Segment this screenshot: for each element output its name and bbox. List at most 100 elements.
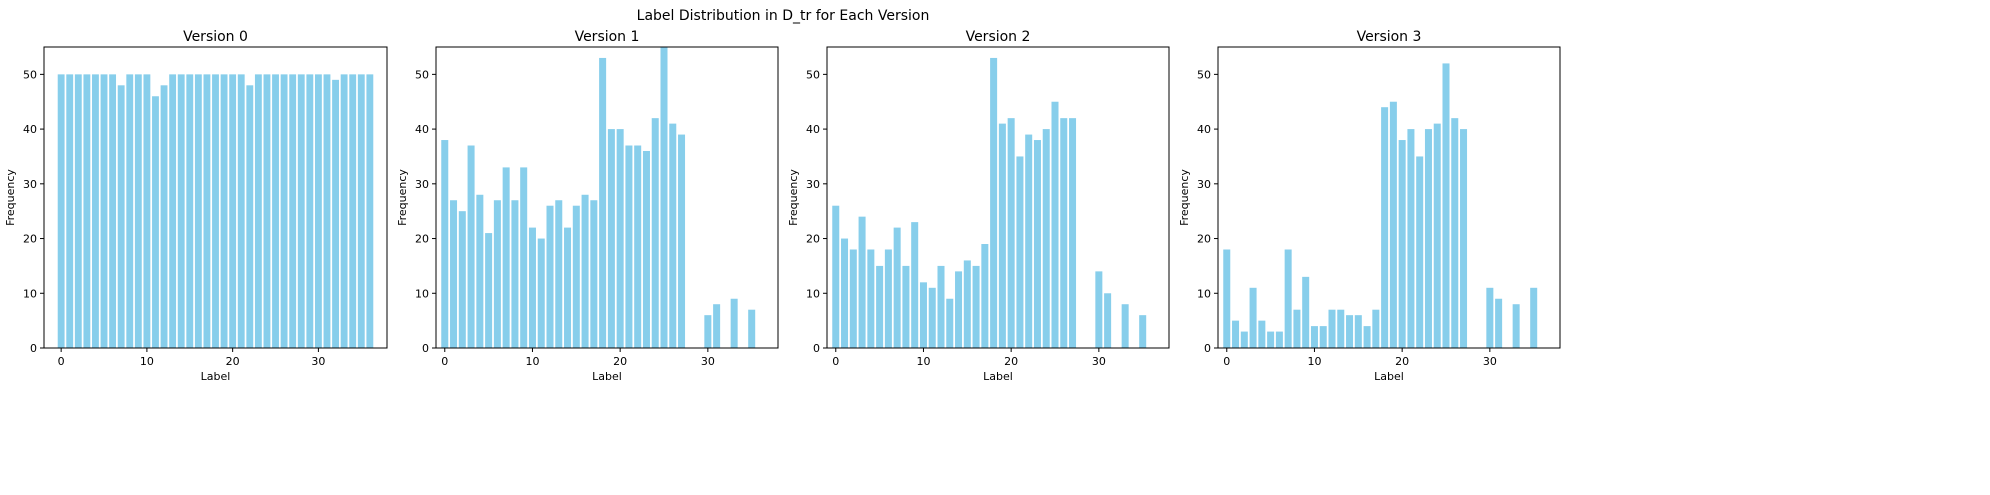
- y-tick-label: 30: [806, 178, 820, 191]
- bar: [152, 96, 159, 348]
- bar: [928, 287, 936, 348]
- bar: [937, 265, 945, 348]
- bar: [476, 194, 484, 348]
- bar: [74, 74, 82, 348]
- y-tick-label: 10: [23, 287, 37, 300]
- bar: [581, 194, 589, 348]
- bar: [841, 238, 849, 348]
- bar: [946, 298, 954, 348]
- bar: [990, 57, 998, 348]
- bar: [528, 227, 536, 348]
- bar: [263, 74, 271, 348]
- bar: [998, 123, 1006, 348]
- bar: [289, 74, 297, 348]
- bar: [220, 74, 228, 348]
- axes-frame: [826, 46, 1170, 349]
- bar: [1051, 101, 1059, 349]
- bar: [537, 238, 545, 348]
- bar: [1381, 107, 1389, 348]
- bar: [366, 74, 374, 348]
- bar: [911, 222, 919, 348]
- bar: [92, 74, 99, 348]
- x-tick-label: 10: [916, 355, 930, 368]
- bar: [458, 211, 466, 348]
- bar: [634, 145, 642, 348]
- subplot-title: Version 1: [575, 29, 640, 45]
- bar: [1442, 63, 1450, 348]
- x-tick-label: 10: [1307, 355, 1321, 368]
- bar: [237, 74, 245, 348]
- bar: [194, 74, 202, 348]
- bar: [212, 74, 219, 348]
- x-axis-label: Label: [201, 370, 231, 383]
- x-tick-label: 30: [701, 355, 715, 368]
- subplot-1: 0 10 20 30 0 10 20 30 40 50 Version 1 Label Frequenc…: [396, 29, 779, 383]
- bar: [572, 205, 580, 348]
- bar: [1223, 249, 1231, 348]
- bar: [57, 74, 65, 348]
- bar: [254, 74, 262, 348]
- bar: [272, 74, 279, 348]
- bar: [169, 74, 177, 348]
- bar: [642, 150, 650, 348]
- bar: [160, 85, 168, 349]
- bar: [625, 145, 633, 348]
- x-axis-label: Label: [1374, 370, 1404, 383]
- y-tick-label: 30: [23, 178, 37, 191]
- y-tick-label: 0: [1204, 342, 1211, 355]
- bar: [485, 233, 493, 348]
- bar: [134, 74, 142, 348]
- bar: [1249, 287, 1257, 348]
- bar: [590, 200, 598, 348]
- y-tick-label: 20: [415, 233, 429, 246]
- bar: [1121, 304, 1129, 348]
- y-tick-label: 40: [23, 123, 37, 136]
- x-tick-label: 10: [140, 355, 154, 368]
- bar: [1416, 156, 1424, 348]
- bar: [1319, 326, 1327, 348]
- bar: [1346, 315, 1354, 348]
- axes-frame: [435, 46, 779, 349]
- y-tick-label: 0: [813, 342, 820, 355]
- bar: [332, 79, 339, 348]
- bar: [1293, 309, 1301, 348]
- bar: [1302, 276, 1310, 348]
- bar: [100, 74, 108, 348]
- bar: [340, 74, 348, 348]
- bar: [678, 134, 686, 348]
- y-tick-label: 20: [806, 233, 820, 246]
- bar: [1275, 331, 1283, 348]
- x-axis-label: Label: [592, 370, 622, 383]
- bar: [511, 200, 519, 348]
- bar: [1337, 309, 1345, 348]
- bar: [1104, 293, 1112, 348]
- y-axis-label: Frequency: [1178, 169, 1191, 226]
- bar: [143, 74, 151, 348]
- x-tick-label: 20: [1395, 355, 1409, 368]
- bar: [203, 74, 211, 348]
- bar: [1486, 287, 1494, 348]
- y-axis-label: Frequency: [4, 169, 17, 226]
- bar: [229, 74, 237, 348]
- bar: [1267, 331, 1275, 348]
- bar: [109, 74, 117, 348]
- figure-suptitle: Label Distribution in D_tr for Each Vers…: [637, 8, 930, 24]
- bar: [902, 265, 910, 348]
- bar: [1451, 118, 1459, 349]
- bar: [1398, 140, 1406, 348]
- x-tick-label: 30: [1092, 355, 1106, 368]
- x-tick-label: 0: [1223, 355, 1230, 368]
- bar: [280, 74, 288, 348]
- bar: [660, 47, 668, 348]
- y-tick-label: 50: [806, 68, 820, 81]
- bar: [1460, 129, 1468, 348]
- bar: [83, 74, 91, 348]
- bar: [564, 227, 572, 348]
- bar: [1007, 118, 1015, 349]
- bar: [955, 271, 963, 348]
- y-tick-label: 50: [1197, 68, 1211, 81]
- bar: [1310, 326, 1318, 348]
- bar: [520, 167, 528, 348]
- subplot-title: Version 2: [966, 29, 1031, 45]
